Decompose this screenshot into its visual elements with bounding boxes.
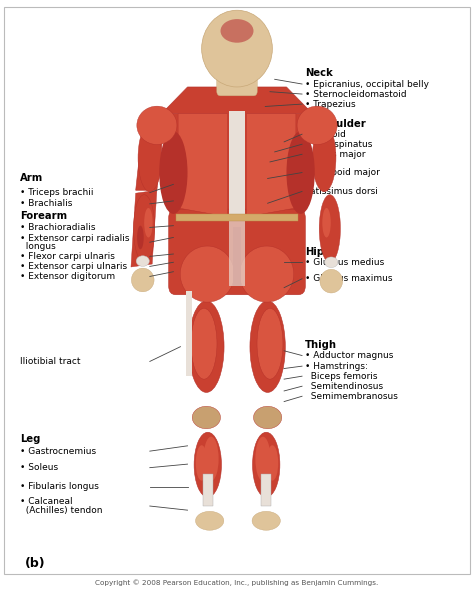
- Ellipse shape: [253, 432, 280, 497]
- Ellipse shape: [137, 106, 177, 145]
- Bar: [186, 291, 192, 376]
- Polygon shape: [131, 190, 157, 267]
- Ellipse shape: [319, 195, 340, 263]
- Text: Rhomboid major: Rhomboid major: [305, 168, 380, 177]
- Ellipse shape: [322, 208, 331, 237]
- Text: Leg: Leg: [20, 434, 41, 444]
- Ellipse shape: [196, 445, 208, 481]
- Ellipse shape: [254, 406, 282, 429]
- Polygon shape: [246, 113, 296, 217]
- Text: Biceps femoris: Biceps femoris: [305, 372, 378, 381]
- Ellipse shape: [252, 511, 280, 530]
- Ellipse shape: [325, 257, 338, 267]
- Ellipse shape: [312, 124, 336, 192]
- Ellipse shape: [266, 445, 278, 481]
- Ellipse shape: [203, 436, 219, 481]
- Polygon shape: [178, 113, 228, 217]
- Ellipse shape: [297, 106, 337, 145]
- Text: • Epicranius, occipital belly: • Epicranius, occipital belly: [305, 79, 429, 88]
- Ellipse shape: [194, 432, 221, 497]
- Text: • Infraspinatus: • Infraspinatus: [305, 140, 373, 149]
- Text: Shoulder: Shoulder: [315, 119, 365, 129]
- Text: • Adductor magnus: • Adductor magnus: [305, 351, 394, 360]
- Text: Semimembranosus: Semimembranosus: [305, 392, 398, 401]
- Text: • Gastrocnemius: • Gastrocnemius: [20, 447, 96, 455]
- FancyBboxPatch shape: [169, 209, 305, 295]
- Ellipse shape: [136, 256, 149, 266]
- Text: Neck: Neck: [305, 68, 333, 78]
- Text: • Extensor carpi radialis: • Extensor carpi radialis: [20, 234, 130, 243]
- Text: Thigh: Thigh: [305, 340, 337, 350]
- Text: • Deltoid: • Deltoid: [305, 130, 346, 139]
- Ellipse shape: [257, 308, 283, 379]
- Text: Iliotibial tract: Iliotibial tract: [20, 357, 81, 366]
- Ellipse shape: [250, 301, 285, 393]
- Ellipse shape: [144, 208, 153, 237]
- Ellipse shape: [138, 124, 162, 192]
- Text: • Extensor carpi ulnaris: • Extensor carpi ulnaris: [20, 262, 128, 271]
- Text: Semitendinosus: Semitendinosus: [305, 382, 383, 391]
- Ellipse shape: [192, 406, 220, 429]
- Ellipse shape: [137, 226, 144, 249]
- Text: Latissimus dorsi: Latissimus dorsi: [305, 187, 378, 196]
- Text: • Brachialis: • Brachialis: [20, 199, 73, 208]
- Ellipse shape: [196, 511, 224, 530]
- Text: • Triceps brachii: • Triceps brachii: [20, 188, 94, 197]
- Bar: [228, 218, 246, 286]
- Ellipse shape: [131, 268, 154, 292]
- Ellipse shape: [220, 19, 254, 43]
- Ellipse shape: [180, 246, 235, 302]
- Text: Forearm: Forearm: [20, 211, 67, 221]
- Text: • Brachioradialis: • Brachioradialis: [20, 223, 96, 232]
- Text: • Extensor digitorum: • Extensor digitorum: [20, 272, 115, 281]
- Bar: [261, 474, 272, 506]
- Ellipse shape: [320, 269, 343, 293]
- Ellipse shape: [191, 308, 217, 379]
- Bar: [176, 214, 298, 221]
- Text: • Teres major: • Teres major: [305, 150, 366, 159]
- Text: • Soleus: • Soleus: [20, 463, 58, 472]
- Polygon shape: [136, 125, 164, 190]
- Text: Hip: Hip: [305, 247, 324, 257]
- Text: Arm: Arm: [20, 174, 44, 183]
- Ellipse shape: [286, 131, 315, 214]
- Bar: [233, 227, 241, 286]
- Text: • Gluteus medius: • Gluteus medius: [305, 258, 384, 267]
- Text: Copyright © 2008 Pearson Education, Inc., publishing as Benjamin Cummings.: Copyright © 2008 Pearson Education, Inc.…: [95, 579, 379, 586]
- Text: longus: longus: [20, 242, 56, 251]
- Text: • Gluteus maximus: • Gluteus maximus: [305, 275, 393, 283]
- Text: • Sternocleidomastoid: • Sternocleidomastoid: [305, 90, 407, 98]
- Ellipse shape: [255, 436, 271, 481]
- Polygon shape: [162, 87, 312, 113]
- Bar: [202, 474, 213, 506]
- Text: • Trapezius: • Trapezius: [305, 100, 356, 109]
- Ellipse shape: [189, 301, 224, 393]
- Text: • Hamstrings:: • Hamstrings:: [305, 362, 368, 371]
- Text: • Flexor carpi ulnaris: • Flexor carpi ulnaris: [20, 252, 115, 261]
- Bar: [228, 110, 246, 220]
- Text: (Achilles) tendon: (Achilles) tendon: [20, 506, 103, 515]
- Ellipse shape: [134, 195, 155, 263]
- Text: • Calcaneal: • Calcaneal: [20, 497, 73, 506]
- Ellipse shape: [239, 246, 294, 302]
- Ellipse shape: [201, 10, 273, 87]
- Polygon shape: [164, 113, 310, 220]
- Text: • Fibularis longus: • Fibularis longus: [20, 482, 99, 491]
- Ellipse shape: [159, 131, 188, 214]
- Text: (b): (b): [25, 557, 46, 570]
- FancyBboxPatch shape: [217, 54, 257, 96]
